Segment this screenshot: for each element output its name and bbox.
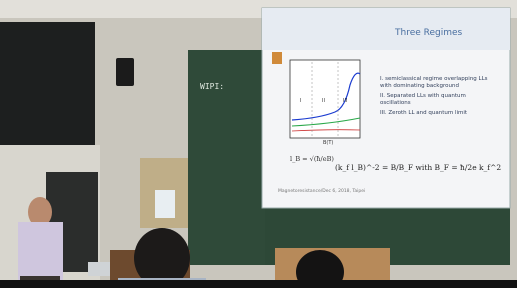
list-item: III. Zeroth LL and quantum limit [380,110,498,117]
formula: (k_f l_B)^-2 = B/B_F with B_F = ħ/2e k_f… [335,163,501,172]
slide-title: Three Regimes [395,28,462,38]
plot-x-label: B(T) [323,140,333,146]
plot-region: I [300,98,301,104]
blackboard-text: WIPI: [200,82,224,91]
slide-list: I. semiclassical regime overlapping LLs … [380,76,498,120]
formula: l_B = √(ħ/eB) [290,155,334,163]
list-item: I. semiclassical regime overlapping LLs … [380,76,498,90]
background [0,0,517,288]
slide-footer: Magnetoresistance/Dec 6, 2018, Taipei [278,189,365,194]
scene: Three Regimes I. semiclassical regime ov… [0,0,517,288]
plot-region: II [322,98,325,104]
plot-region: III [343,98,347,104]
list-item: II. Separated LLs with quantum oscillati… [380,93,498,107]
